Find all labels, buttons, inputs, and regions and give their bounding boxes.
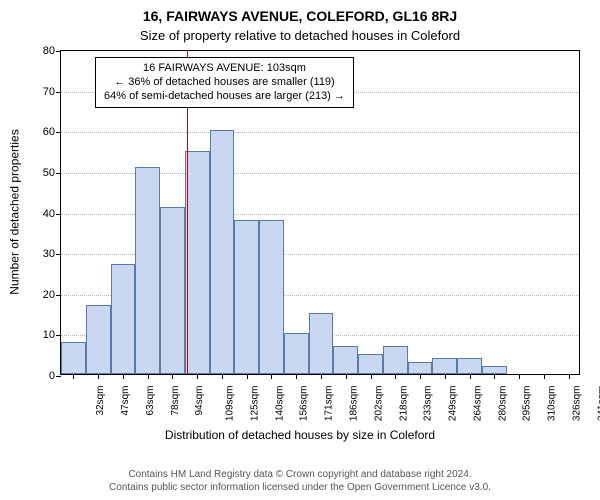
x-tick-mark: [123, 374, 124, 379]
bar: [259, 220, 284, 374]
x-tick-label: 63sqm: [145, 386, 156, 416]
y-tick-mark: [56, 214, 61, 215]
y-tick-mark: [56, 51, 61, 52]
chart-container: 16, FAIRWAYS AVENUE, COLEFORD, GL16 8RJ …: [0, 0, 600, 500]
attribution: Contains HM Land Registry data © Crown c…: [0, 469, 600, 494]
x-tick-label: 125sqm: [250, 386, 261, 422]
y-tick-mark: [56, 254, 61, 255]
annotation-line3: 64% of semi-detached houses are larger (…: [104, 90, 345, 104]
bar: [408, 362, 433, 374]
bar: [111, 264, 136, 374]
annotation-box: 16 FAIRWAYS AVENUE: 103sqm ← 36% of deta…: [95, 57, 354, 108]
x-tick-label: 94sqm: [194, 386, 205, 416]
x-tick-mark: [371, 374, 372, 379]
x-tick-label: 78sqm: [170, 386, 181, 416]
x-axis-label: Distribution of detached houses by size …: [0, 428, 600, 442]
x-tick-label: 109sqm: [225, 386, 236, 422]
y-tick-label: 50: [43, 167, 55, 179]
annotation-line2: ← 36% of detached houses are smaller (11…: [104, 76, 345, 90]
bar: [309, 313, 334, 374]
x-tick-label: 326sqm: [571, 386, 582, 422]
x-tick-mark: [296, 374, 297, 379]
x-tick-mark: [321, 374, 322, 379]
y-tick-mark: [56, 92, 61, 93]
y-tick-mark: [56, 173, 61, 174]
x-tick-label: 280sqm: [497, 386, 508, 422]
bar: [210, 130, 235, 374]
y-tick-label: 30: [43, 248, 55, 260]
x-tick-mark: [395, 374, 396, 379]
x-tick-mark: [197, 374, 198, 379]
x-tick-mark: [544, 374, 545, 379]
bar: [457, 358, 482, 374]
x-tick-mark: [98, 374, 99, 379]
x-tick-mark: [73, 374, 74, 379]
gridline: [61, 132, 579, 133]
x-tick-mark: [148, 374, 149, 379]
bar: [333, 346, 358, 374]
y-tick-mark: [56, 295, 61, 296]
y-tick-label: 70: [43, 86, 55, 98]
bar: [432, 358, 457, 374]
plot-area: 01020304050607080 32sqm47sqm63sqm78sqm94…: [60, 50, 580, 375]
chart-title-line1: 16, FAIRWAYS AVENUE, COLEFORD, GL16 8RJ: [0, 8, 600, 24]
y-tick-label: 40: [43, 208, 55, 220]
y-tick-label: 80: [43, 45, 55, 57]
attribution-line1: Contains HM Land Registry data © Crown c…: [0, 469, 600, 482]
bar: [383, 346, 408, 374]
x-tick-label: 186sqm: [349, 386, 360, 422]
x-tick-label: 47sqm: [120, 386, 131, 416]
y-tick-label: 0: [49, 370, 55, 382]
y-tick-label: 10: [43, 329, 55, 341]
x-tick-mark: [569, 374, 570, 379]
bar: [61, 342, 86, 375]
x-tick-label: 341sqm: [596, 386, 600, 422]
y-axis-label: Number of detached properties: [7, 49, 21, 374]
y-tick-mark: [56, 376, 61, 377]
x-tick-label: 264sqm: [472, 386, 483, 422]
x-tick-label: 156sqm: [299, 386, 310, 422]
x-tick-label: 310sqm: [547, 386, 558, 422]
attribution-line2: Contains public sector information licen…: [0, 482, 600, 495]
annotation-line1: 16 FAIRWAYS AVENUE: 103sqm: [104, 62, 345, 76]
x-tick-mark: [445, 374, 446, 379]
x-tick-mark: [494, 374, 495, 379]
bar: [358, 354, 383, 374]
x-tick-mark: [519, 374, 520, 379]
x-tick-label: 233sqm: [423, 386, 434, 422]
x-tick-label: 140sqm: [274, 386, 285, 422]
x-tick-label: 295sqm: [522, 386, 533, 422]
x-tick-mark: [222, 374, 223, 379]
x-tick-label: 171sqm: [324, 386, 335, 422]
bar: [482, 366, 507, 374]
bar: [284, 333, 309, 374]
bar: [160, 207, 185, 374]
bar: [185, 151, 210, 374]
bar: [234, 220, 259, 374]
y-tick-label: 20: [43, 289, 55, 301]
y-tick-label: 60: [43, 126, 55, 138]
x-tick-label: 218sqm: [398, 386, 409, 422]
x-tick-mark: [247, 374, 248, 379]
x-tick-label: 249sqm: [448, 386, 459, 422]
x-tick-mark: [271, 374, 272, 379]
x-tick-mark: [346, 374, 347, 379]
chart-title-line2: Size of property relative to detached ho…: [0, 28, 600, 43]
x-tick-mark: [172, 374, 173, 379]
y-tick-mark: [56, 132, 61, 133]
bar: [86, 305, 111, 374]
bar: [135, 167, 160, 374]
y-tick-mark: [56, 335, 61, 336]
x-tick-mark: [470, 374, 471, 379]
x-tick-mark: [420, 374, 421, 379]
x-tick-label: 202sqm: [373, 386, 384, 422]
x-tick-label: 32sqm: [95, 386, 106, 416]
